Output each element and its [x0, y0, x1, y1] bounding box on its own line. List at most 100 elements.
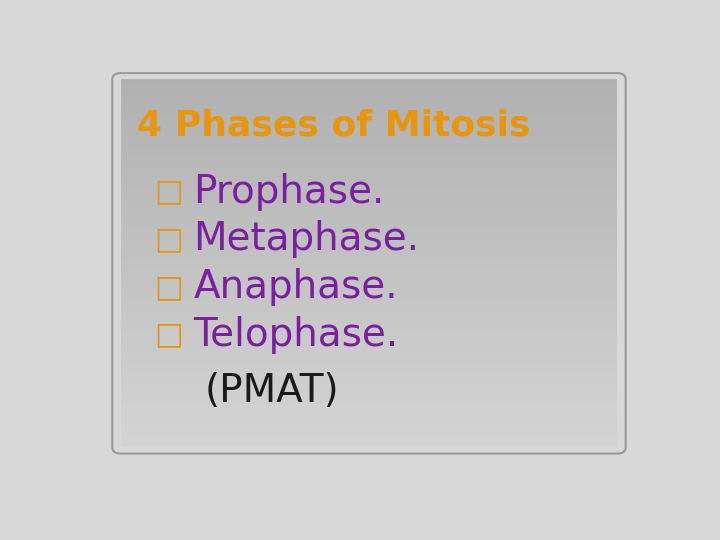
- Bar: [121, 426, 617, 428]
- Bar: [121, 110, 617, 111]
- Bar: [121, 360, 617, 361]
- Text: □: □: [154, 225, 183, 254]
- Bar: [121, 318, 617, 320]
- Bar: [121, 371, 617, 373]
- Bar: [121, 300, 617, 301]
- Bar: [121, 306, 617, 307]
- Bar: [121, 165, 617, 166]
- Bar: [121, 338, 617, 340]
- Bar: [121, 425, 617, 427]
- Bar: [121, 83, 617, 84]
- Bar: [121, 408, 617, 409]
- Bar: [121, 316, 617, 318]
- Bar: [121, 139, 617, 141]
- Bar: [121, 407, 617, 408]
- Bar: [121, 279, 617, 280]
- Bar: [121, 339, 617, 341]
- Bar: [121, 136, 617, 137]
- Bar: [121, 335, 617, 337]
- Bar: [121, 308, 617, 310]
- Bar: [121, 361, 617, 363]
- Bar: [121, 364, 617, 366]
- Bar: [121, 332, 617, 333]
- Bar: [121, 133, 617, 134]
- Text: 4 Phases of Mitosis: 4 Phases of Mitosis: [138, 108, 531, 142]
- Bar: [121, 441, 617, 442]
- Bar: [121, 212, 617, 213]
- Bar: [121, 317, 617, 319]
- Text: □: □: [154, 177, 183, 206]
- Bar: [121, 286, 617, 288]
- Bar: [121, 363, 617, 365]
- Bar: [121, 399, 617, 401]
- Bar: [121, 183, 617, 185]
- Bar: [121, 274, 617, 275]
- Bar: [121, 436, 617, 437]
- Bar: [121, 310, 617, 313]
- Bar: [121, 198, 617, 200]
- Bar: [121, 434, 617, 435]
- Bar: [121, 191, 617, 192]
- Bar: [121, 168, 617, 170]
- Bar: [121, 417, 617, 419]
- Bar: [121, 226, 617, 228]
- Bar: [121, 247, 617, 248]
- Bar: [121, 132, 617, 133]
- Bar: [121, 79, 617, 80]
- Bar: [121, 171, 617, 173]
- Bar: [121, 402, 617, 403]
- Bar: [121, 182, 617, 184]
- Bar: [121, 159, 617, 160]
- Bar: [121, 181, 617, 183]
- Bar: [121, 120, 617, 122]
- Bar: [121, 118, 617, 120]
- Bar: [121, 204, 617, 206]
- Bar: [121, 377, 617, 379]
- Bar: [121, 91, 617, 93]
- Bar: [121, 214, 617, 215]
- Bar: [121, 309, 617, 311]
- Bar: [121, 254, 617, 256]
- Bar: [121, 188, 617, 190]
- Bar: [121, 392, 617, 393]
- Bar: [121, 248, 617, 250]
- Bar: [121, 90, 617, 92]
- Bar: [121, 348, 617, 349]
- Bar: [121, 357, 617, 359]
- Bar: [121, 152, 617, 154]
- Bar: [121, 230, 617, 232]
- Bar: [121, 420, 617, 422]
- Bar: [121, 92, 617, 94]
- Bar: [121, 225, 617, 227]
- Bar: [121, 210, 617, 212]
- Bar: [121, 160, 617, 161]
- Bar: [121, 353, 617, 354]
- Bar: [121, 255, 617, 257]
- Bar: [121, 384, 617, 386]
- Bar: [121, 117, 617, 119]
- Bar: [121, 319, 617, 321]
- Bar: [121, 124, 617, 126]
- Bar: [121, 313, 617, 315]
- Bar: [121, 217, 617, 218]
- Bar: [121, 245, 617, 246]
- Bar: [121, 292, 617, 294]
- Bar: [121, 444, 617, 446]
- Bar: [121, 340, 617, 342]
- Bar: [121, 265, 617, 267]
- Bar: [121, 383, 617, 385]
- Text: Anaphase.: Anaphase.: [193, 268, 398, 306]
- Bar: [121, 301, 617, 302]
- Bar: [121, 272, 617, 273]
- Bar: [121, 343, 617, 345]
- Bar: [121, 378, 617, 380]
- Bar: [121, 410, 617, 412]
- Bar: [121, 242, 617, 244]
- Bar: [121, 99, 617, 100]
- Bar: [121, 251, 617, 252]
- Bar: [121, 350, 617, 352]
- Bar: [121, 294, 617, 295]
- Bar: [121, 134, 617, 136]
- Bar: [121, 193, 617, 194]
- Bar: [121, 333, 617, 334]
